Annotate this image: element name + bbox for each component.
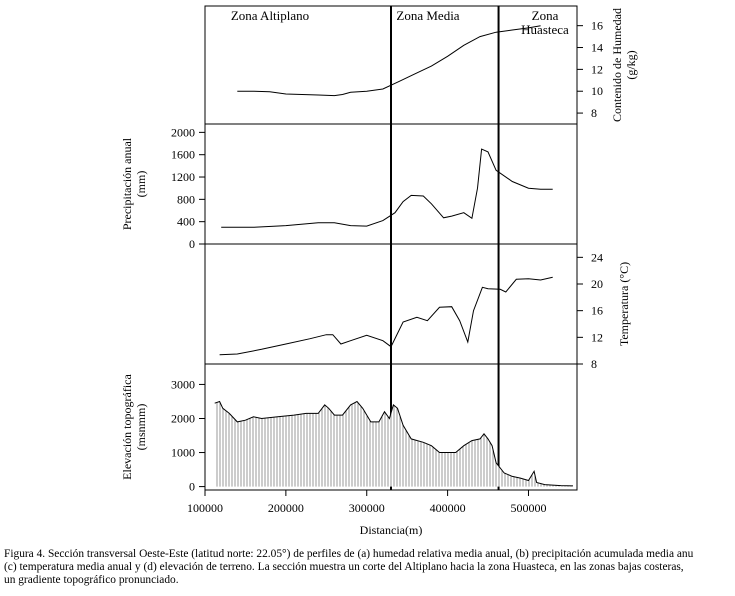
- temperature-ytick-label-16: 16: [591, 304, 603, 318]
- precipitation-ytick-label-1600: 1600: [171, 148, 195, 162]
- figure-caption: Figura 4. Sección transversal Oeste-Este…: [4, 548, 732, 587]
- caption-line-2: (c) temperatura media anual y (d) elevac…: [4, 561, 684, 573]
- precipitation-ytick-label-2000: 2000: [171, 125, 195, 139]
- humidity-line: [237, 25, 541, 97]
- temperature-line: [219, 276, 553, 356]
- caption-line-1: Figura 4. Sección transversal Oeste-Este…: [4, 548, 694, 560]
- x-axis-label: Distancia(m): [360, 523, 423, 537]
- humidity-ylabel-line-2: (g/kg): [624, 50, 638, 79]
- series-layer: [214, 25, 574, 487]
- precipitation-ylabel-line-2: (mm): [134, 171, 148, 198]
- humidity-ytick-label-16: 16: [591, 19, 603, 33]
- elevation-ytick-label-1000: 1000: [171, 446, 195, 460]
- elevation-ytick-label-3000: 3000: [171, 377, 195, 391]
- elevation-ytick-label-2000: 2000: [171, 411, 195, 425]
- humidity-ytick-label-10: 10: [591, 84, 603, 98]
- zone-label-huasteca-word-2: Huasteca: [521, 22, 569, 37]
- zone-layer: [390, 6, 500, 490]
- figure-chart: 8 10 12 14 16 0 400 800 1200 1600 2000 8 12 16 20 24 0 10…: [120, 5, 638, 537]
- xtick-label-500000: 500000: [510, 501, 546, 515]
- precipitation-ytick-label-800: 800: [177, 192, 195, 206]
- elevation-ylabel-line-1: Elevación topográfica: [120, 374, 134, 480]
- xtick-label-100000: 100000: [187, 501, 223, 515]
- humidity-ytick-label-14: 14: [591, 41, 603, 55]
- zone-label-huasteca-word-1: Zona: [532, 8, 559, 23]
- humidity-ytick-label-12: 12: [591, 62, 603, 76]
- temperature-ytick-label-12: 12: [591, 330, 603, 344]
- humidity-ylabel-line-1: Contenido de Humedad: [610, 8, 624, 122]
- axes-layer: 8 10 12 14 16 0 400 800 1200 1600 2000 8 12 16 20 24 0 10…: [171, 6, 603, 515]
- xtick-label-400000: 400000: [430, 501, 466, 515]
- elevation-area: [214, 401, 573, 487]
- temperature-ytick-label-8: 8: [591, 357, 597, 371]
- xtick-label-300000: 300000: [349, 501, 385, 515]
- humidity-ytick-label-8: 8: [591, 106, 597, 120]
- elevation-line: [214, 400, 574, 487]
- caption-line-3: un gradiente topográfico pronunciado.: [4, 574, 179, 586]
- precipitation-ytick-label-400: 400: [177, 215, 195, 229]
- elevation-ylabel-line-2: (msnmm): [134, 404, 148, 451]
- elevation-ytick-label-0: 0: [189, 480, 195, 494]
- zone-label-altiplano: Zona Altiplano: [231, 8, 309, 23]
- precipitation-ytick-label-0: 0: [189, 237, 195, 251]
- elevation-fill: [214, 401, 573, 487]
- temperature-ytick-label-20: 20: [591, 277, 603, 291]
- xtick-label-200000: 200000: [268, 501, 304, 515]
- temperature-ytick-label-24: 24: [591, 250, 603, 264]
- precipitation-ylabel-line-1: Precipitación anual: [120, 137, 134, 230]
- precipitation-ytick-label-1200: 1200: [171, 170, 195, 184]
- precipitation-line: [221, 148, 553, 228]
- zone-label-media: Zona Media: [396, 8, 459, 23]
- temperature-ylabel-line-1: Temperatura (°C): [617, 262, 631, 346]
